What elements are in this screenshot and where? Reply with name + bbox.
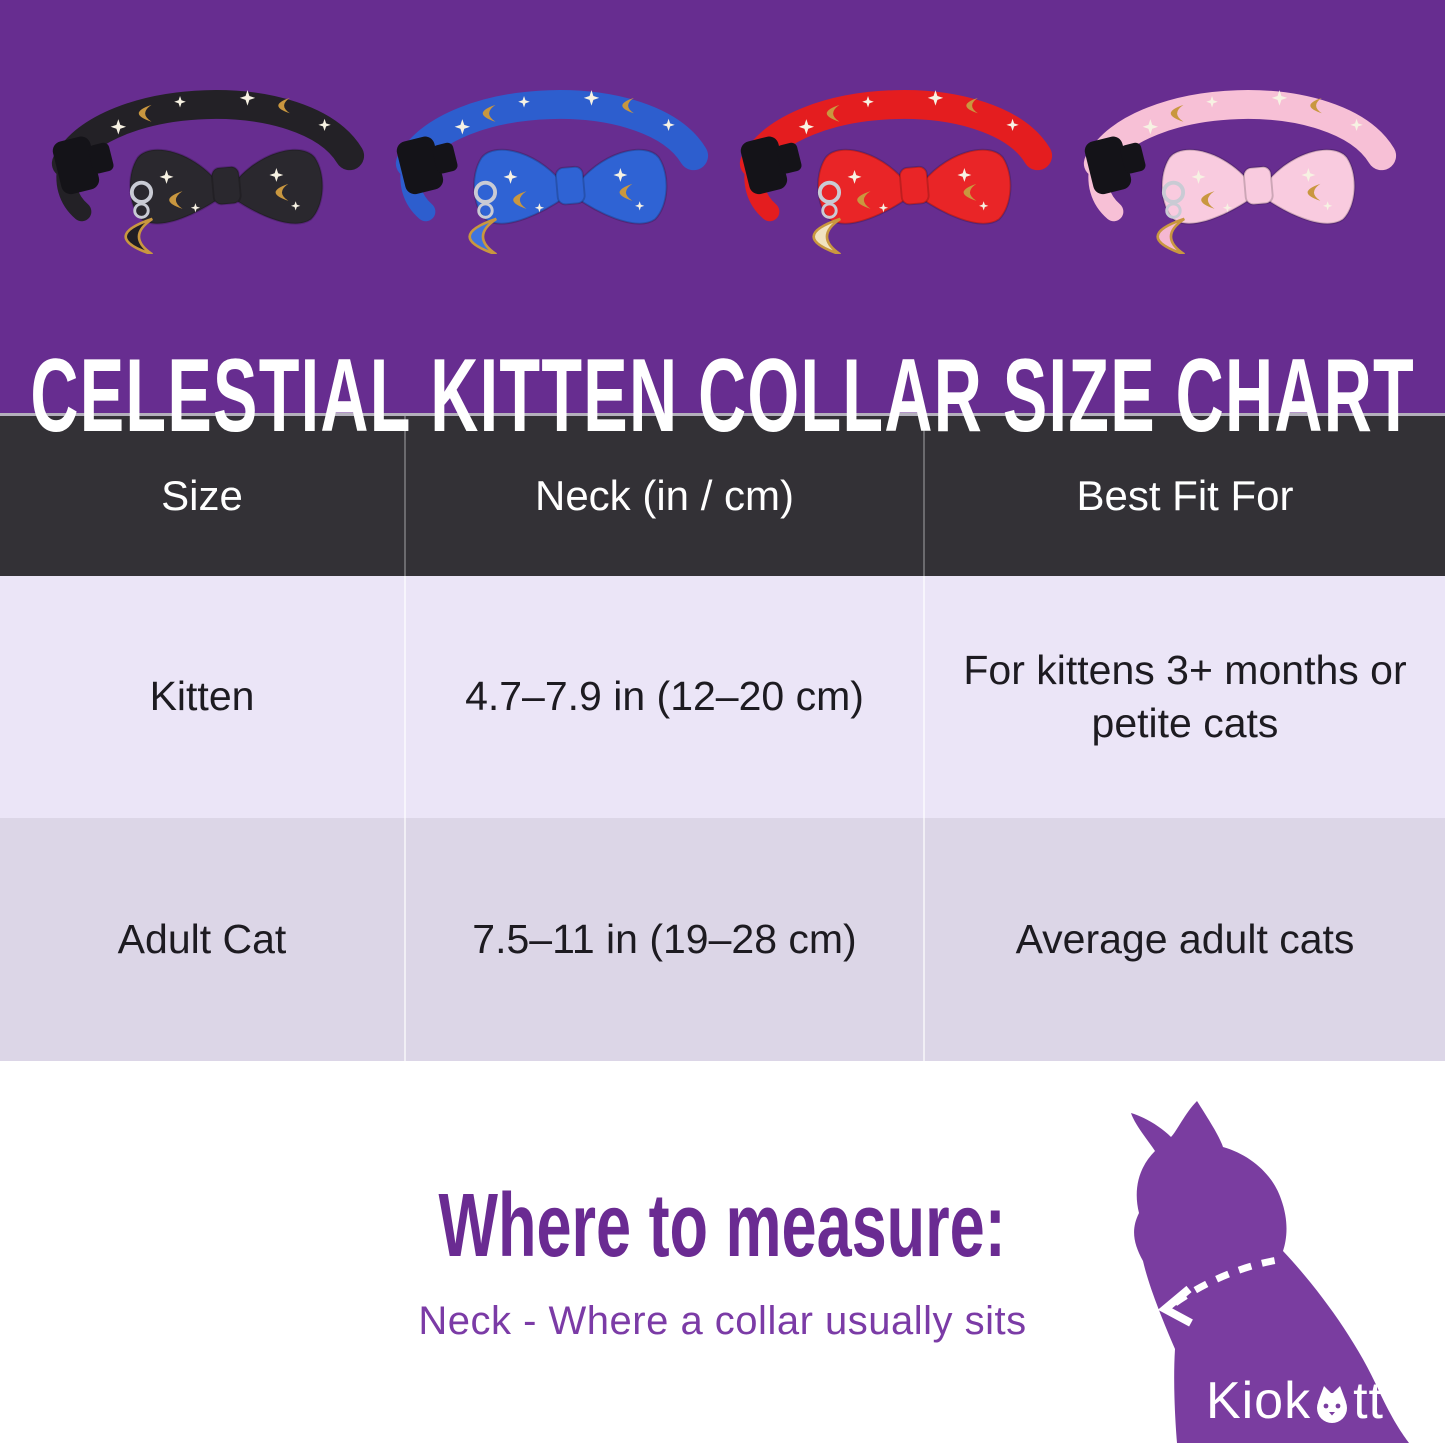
moon-charm [1155,217,1186,254]
collar-image-pink [1083,90,1396,254]
measure-section: Where to measure: Neck - Where a collar … [0,1061,1445,1443]
moon-charm [467,217,498,254]
buckle [396,136,458,195]
bow [1160,148,1355,225]
brand-logo: Kiok tt ™ [1206,1371,1399,1431]
cat-face-icon [1317,1386,1348,1423]
brand-logo-prefix: Kiok [1205,1372,1312,1430]
collar-measure-arrow [1157,1285,1193,1327]
row-adult-neck: 7.5–11 in (19–28 cm) [406,818,925,1061]
cat-body [1131,1101,1409,1443]
collar-images-row [0,0,1445,256]
moon-charm [811,217,842,254]
row-adult-fit: Average adult cats [925,818,1445,1061]
page-title: CELESTIAL KITTEN COLLAR SIZE CHART [30,337,1415,454]
ring [129,180,153,219]
row-kitten-fit: For kittens 3+ months or petite cats [925,576,1445,818]
strap [1083,90,1396,178]
bow [472,148,667,225]
ring [473,180,497,219]
collar-measure-dotted-line [1172,1255,1286,1306]
trademark-symbol: ™ [1384,1373,1399,1389]
bow [128,148,323,225]
collar-image-blue [395,90,708,254]
column-header-neck: Neck (in / cm) [406,416,925,576]
hero-section: CELESTIAL KITTEN COLLAR SIZE CHART [0,0,1445,448]
row-kitten-size: Kitten [0,576,406,818]
collar-image-red [739,90,1052,254]
size-chart-table: Size Neck (in / cm) Best Fit For Kitten … [0,413,1445,1061]
row-adult-size: Adult Cat [0,818,406,1061]
buckle [52,136,114,195]
column-header-size: Size [0,416,406,576]
strap [51,90,364,178]
row-kitten-neck: 4.7–7.9 in (12–20 cm) [406,576,925,818]
moon-charm [123,217,154,254]
ring [1161,180,1185,219]
ring [817,180,841,219]
collar-image-black [51,90,364,254]
buckle [1084,136,1146,195]
brand-logo-suffix: tt [1353,1372,1384,1430]
bow [816,148,1011,225]
buckle [740,136,802,195]
measure-texts: Where to measure: Neck - Where a collar … [0,1061,1445,1344]
cat-silhouette: Kiok tt ™ [1027,1091,1445,1443]
measure-subtext: Neck - Where a collar usually sits [418,1299,1027,1343]
measure-heading: Where to measure: [438,1176,1007,1276]
cat-silhouette-graphic [1131,1101,1409,1443]
column-header-bestfit: Best Fit For [925,416,1445,576]
strap [395,90,708,178]
strap [739,90,1052,178]
